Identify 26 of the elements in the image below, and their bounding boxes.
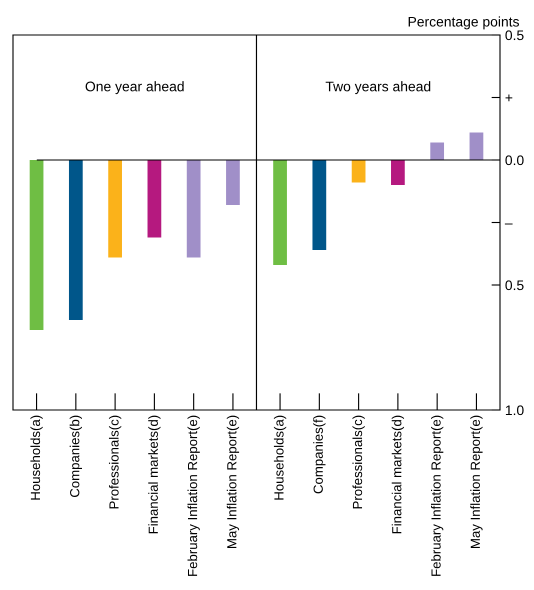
x-tick-label: Professionals(c) (352, 416, 365, 508)
bar (312, 160, 326, 250)
bar (273, 160, 287, 265)
y-tick-label: 0.5 (505, 30, 524, 40)
x-tick-label: Financial markets(d) (392, 416, 404, 534)
x-tick-label: February Inflation Report(e) (188, 416, 200, 576)
bar (470, 132, 484, 160)
text: Two years ahead (326, 81, 430, 94)
text: One year ahead (86, 81, 184, 94)
y-tick-label: 1.0 (506, 405, 524, 416)
x-tick-label: Professionals(c) (108, 416, 122, 508)
x-tick-label: Households(a) (274, 416, 286, 500)
bar (430, 142, 444, 160)
y-tick-label: 0.0 (505, 155, 524, 166)
x-tick-label: February Inflation Report(e) (431, 416, 444, 576)
x-tick-label: Companies(b) (70, 416, 82, 498)
y-axis-title: Percentage points (408, 16, 519, 30)
x-tick-label: Households(a) (30, 416, 43, 500)
x-tick-label: May Inflation Report(e) (226, 416, 240, 548)
y-tick-label: + (506, 94, 512, 102)
bar (352, 160, 366, 182)
x-tick-label: May Inflation Report(e) (470, 416, 483, 548)
x-tick-label: Companies(f) (313, 416, 326, 494)
bar (391, 160, 405, 185)
y-tick-label: 0.5 (505, 280, 524, 290)
x-tick-label: Financial markets(d) (148, 416, 161, 534)
